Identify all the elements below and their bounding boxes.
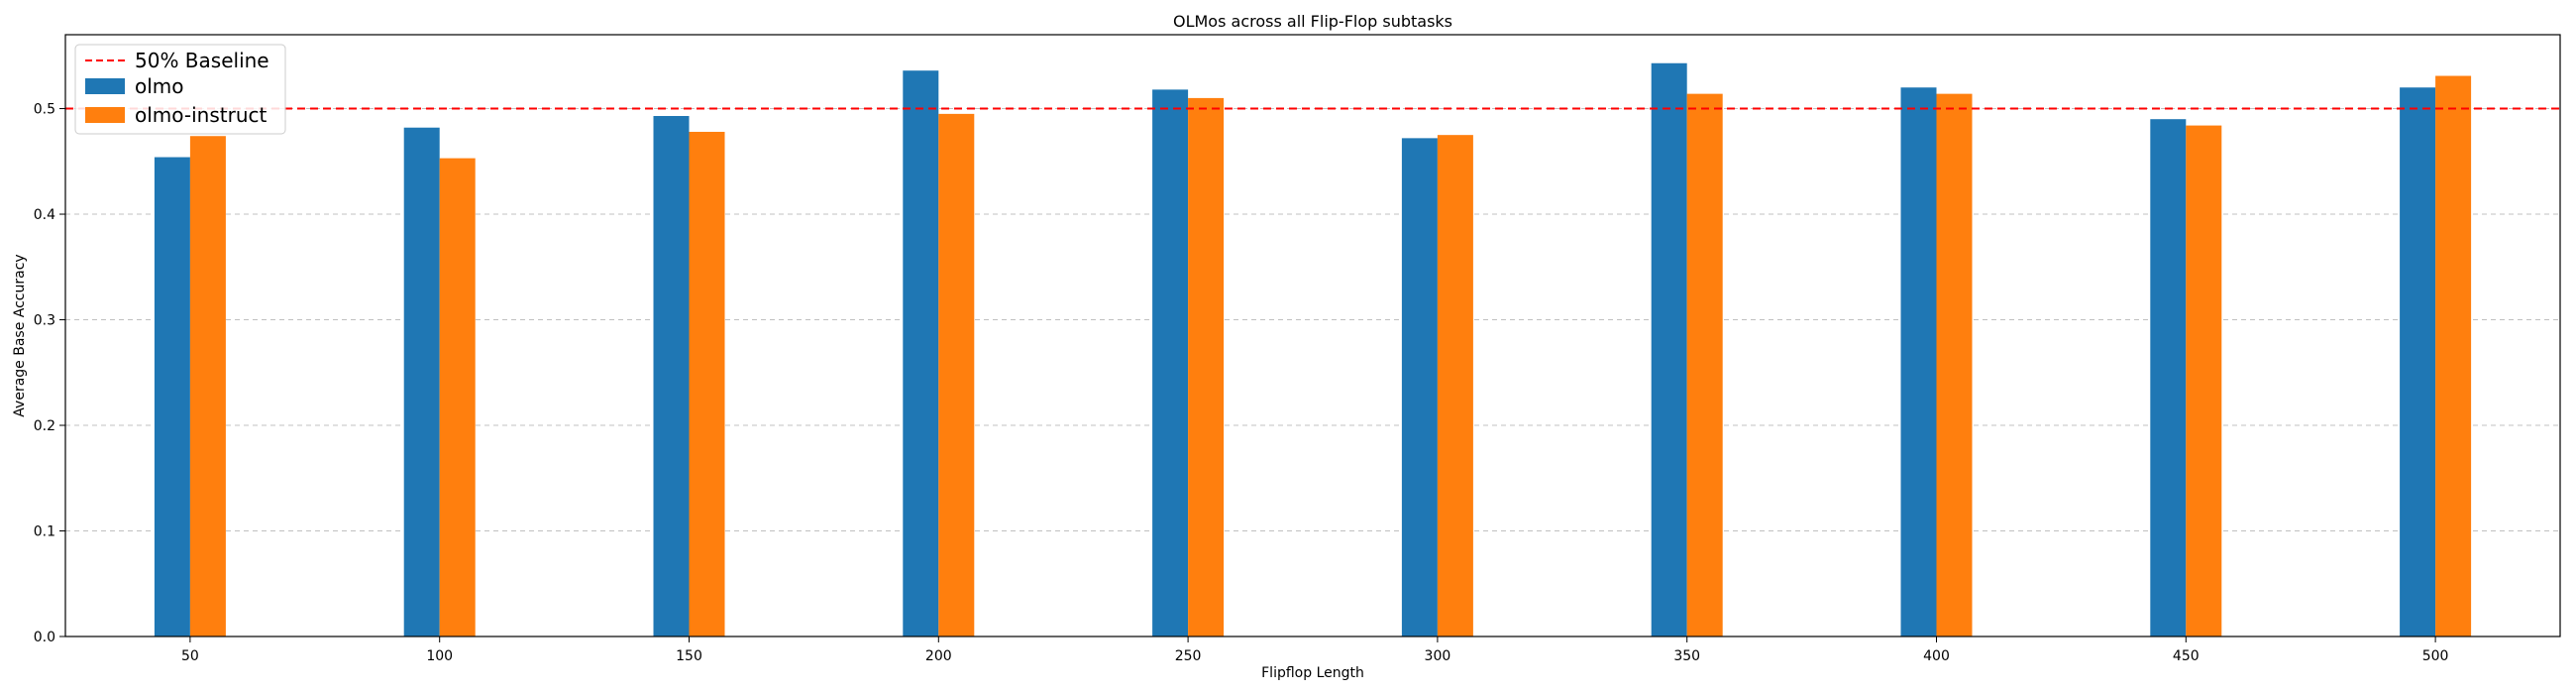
bar-olmo-instruct-100 — [439, 158, 476, 637]
bar-olmo-150 — [653, 115, 690, 637]
legend: 50% Baseline olmo olmo-instruct — [74, 44, 286, 135]
bar-olmo-100 — [403, 127, 440, 636]
x-axis-label: Flipflop Length — [1261, 665, 1364, 681]
y-tick-label: 0.3 — [34, 313, 55, 329]
bar-olmo-500 — [2400, 87, 2436, 637]
bar-olmo-instruct-500 — [2435, 75, 2472, 637]
x-tick-label: 150 — [676, 648, 702, 664]
bar-olmo-200 — [903, 70, 939, 636]
plot-frame — [64, 34, 2561, 637]
x-tick-label: 50 — [181, 648, 199, 664]
bar-olmo-instruct-200 — [938, 113, 975, 637]
bar-olmo-300 — [1401, 138, 1438, 637]
bar-olmo-instruct-400 — [1936, 93, 1973, 637]
y-axis-label: Average Base Accuracy — [12, 254, 28, 416]
legend-olmo-swatch — [85, 78, 125, 94]
bar-olmo-instruct-150 — [689, 131, 725, 636]
chart-title: OLMos across all Flip-Flop subtasks — [1173, 12, 1452, 31]
y-tick-label: 0.2 — [34, 418, 55, 434]
y-tick-label: 0.4 — [34, 207, 55, 223]
x-axis-ticks: 50 100 150 200 250 300 350 400 450 500 — [181, 636, 2448, 664]
x-tick-label: 350 — [1673, 648, 1700, 664]
bar-olmo-250 — [1152, 89, 1189, 637]
bar-olmo-instruct-250 — [1188, 97, 1225, 637]
x-tick-label: 100 — [426, 648, 453, 664]
bar-olmo-400 — [1900, 87, 1937, 637]
legend-baseline-label: 50% Baseline — [135, 49, 269, 72]
bar-olmo-450 — [2150, 119, 2187, 636]
bar-olmo-instruct-300 — [1437, 135, 1473, 636]
x-tick-label: 250 — [1175, 648, 1202, 664]
bar-olmo-50 — [154, 157, 190, 636]
legend-olmo-instruct-swatch — [85, 107, 125, 123]
x-tick-label: 500 — [2422, 648, 2449, 664]
legend-olmo-instruct-label: olmo-instruct — [135, 103, 267, 127]
legend-olmo-label: olmo — [135, 74, 184, 98]
x-tick-label: 300 — [1425, 648, 1451, 664]
bar-olmo-instruct-50 — [189, 136, 226, 637]
bars — [154, 62, 2472, 637]
bar-olmo-instruct-450 — [2186, 125, 2222, 636]
y-tick-label: 0.5 — [34, 102, 55, 118]
bar-olmo-instruct-350 — [1686, 93, 1723, 637]
bar-olmo-350 — [1651, 62, 1687, 637]
y-tick-label: 0.1 — [34, 524, 55, 540]
legend-box — [74, 44, 286, 135]
x-tick-label: 200 — [925, 648, 952, 664]
x-tick-label: 400 — [1923, 648, 1950, 664]
y-axis-ticks: 0.0 0.1 0.2 0.3 0.4 0.5 — [34, 102, 65, 645]
y-tick-label: 0.0 — [34, 630, 55, 645]
x-tick-label: 450 — [2173, 648, 2200, 664]
